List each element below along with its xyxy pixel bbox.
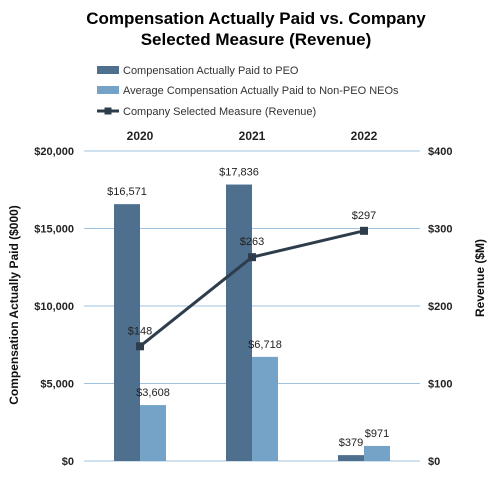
bar xyxy=(364,445,390,461)
revenue-point xyxy=(136,342,144,351)
revenue-data-label: $263 xyxy=(240,236,264,248)
bar-data-label: $379 xyxy=(339,437,363,449)
legend-swatch-neo xyxy=(97,86,119,94)
category-label: 2022 xyxy=(351,129,378,143)
revenue-data-label: $148 xyxy=(128,325,152,337)
legend-marker-revenue xyxy=(104,107,112,115)
chart-title-line-2: Selected Measure (Revenue) xyxy=(141,30,372,49)
bars xyxy=(114,184,390,462)
legend-label-revenue: Company Selected Measure (Revenue) xyxy=(123,106,316,118)
left-axis-label: Compensation Actually Paid ($000) xyxy=(7,205,21,405)
bar-data-label: $3,608 xyxy=(136,387,170,399)
legend-swatch-peo xyxy=(97,66,119,74)
bar xyxy=(226,184,252,462)
bar xyxy=(252,356,278,461)
left-axis-tick-label: $0 xyxy=(62,456,74,468)
revenue-line-layer xyxy=(136,226,368,351)
left-axis-tick-label: $5,000 xyxy=(40,379,74,391)
category-labels: 2020 2021 2022 xyxy=(127,129,378,143)
bar-data-label: $6,718 xyxy=(248,339,282,351)
right-axis-tick-label: $200 xyxy=(428,301,452,313)
bar-data-label: $16,571 xyxy=(107,186,147,198)
legend: Compensation Actually Paid to PEO Averag… xyxy=(97,65,399,118)
left-axis-tick-label: $20,000 xyxy=(34,146,74,158)
revenue-data-label: $297 xyxy=(352,210,376,222)
right-axis-label: Revenue ($M) xyxy=(473,239,487,317)
right-axis-tick-label: $400 xyxy=(428,146,452,158)
left-axis-tick-label: $15,000 xyxy=(34,224,74,236)
bar xyxy=(338,455,364,461)
legend-label-peo: Compensation Actually Paid to PEO xyxy=(123,65,299,77)
revenue-point xyxy=(248,253,256,262)
right-axis-tick-label: $0 xyxy=(428,456,440,468)
data-labels: $16,571 $17,836 $379 $3,608 $6,718 $971 $148 $2… xyxy=(107,167,389,450)
right-axis-tick-label: $100 xyxy=(428,379,452,391)
revenue-point xyxy=(360,226,368,235)
bar xyxy=(140,405,166,461)
left-axis-tick-label: $10,000 xyxy=(34,301,74,313)
bar xyxy=(114,204,140,461)
legend-label-neo: Average Compensation Actually Paid to No… xyxy=(123,85,399,97)
chart-title-line-1: Compensation Actually Paid vs. Company xyxy=(86,9,426,28)
right-axis-tick-label: $300 xyxy=(428,224,452,236)
left-axis-ticks: $0 $5,000 $10,000 $15,000 $20,000 xyxy=(34,146,74,468)
right-axis-ticks: $0 $100 $200 $300 $400 xyxy=(428,146,452,468)
bar-data-label: $17,836 xyxy=(219,167,259,179)
category-label: 2021 xyxy=(239,129,266,143)
bar-data-label: $971 xyxy=(365,428,389,440)
category-label: 2020 xyxy=(127,129,154,143)
